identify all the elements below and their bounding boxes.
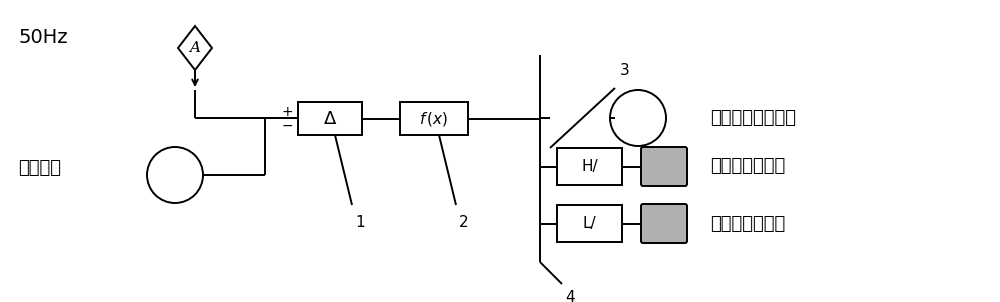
Bar xyxy=(400,102,468,135)
FancyBboxPatch shape xyxy=(641,204,687,243)
Bar xyxy=(557,148,622,185)
Text: 1: 1 xyxy=(355,215,365,230)
Text: 50Hz: 50Hz xyxy=(18,28,68,47)
Text: L/: L/ xyxy=(583,216,596,231)
Text: +: + xyxy=(281,104,293,118)
FancyBboxPatch shape xyxy=(641,147,687,186)
Text: H/: H/ xyxy=(581,159,598,174)
Text: A: A xyxy=(190,41,200,55)
Text: −: − xyxy=(281,118,293,133)
Text: 调频增负荷动作: 调频增负荷动作 xyxy=(710,158,785,175)
Text: 调频负荷需求指令: 调频负荷需求指令 xyxy=(710,109,796,127)
Text: 电网频率: 电网频率 xyxy=(18,159,61,177)
Text: 调频减负荷动作: 调频减负荷动作 xyxy=(710,214,785,233)
Text: 4: 4 xyxy=(565,290,575,302)
Text: $f\/(x)$: $f\/(x)$ xyxy=(419,110,449,127)
Bar xyxy=(298,102,362,135)
Bar xyxy=(557,205,622,242)
Text: 3: 3 xyxy=(620,63,630,78)
Text: Δ: Δ xyxy=(324,110,336,127)
Text: 2: 2 xyxy=(459,215,469,230)
